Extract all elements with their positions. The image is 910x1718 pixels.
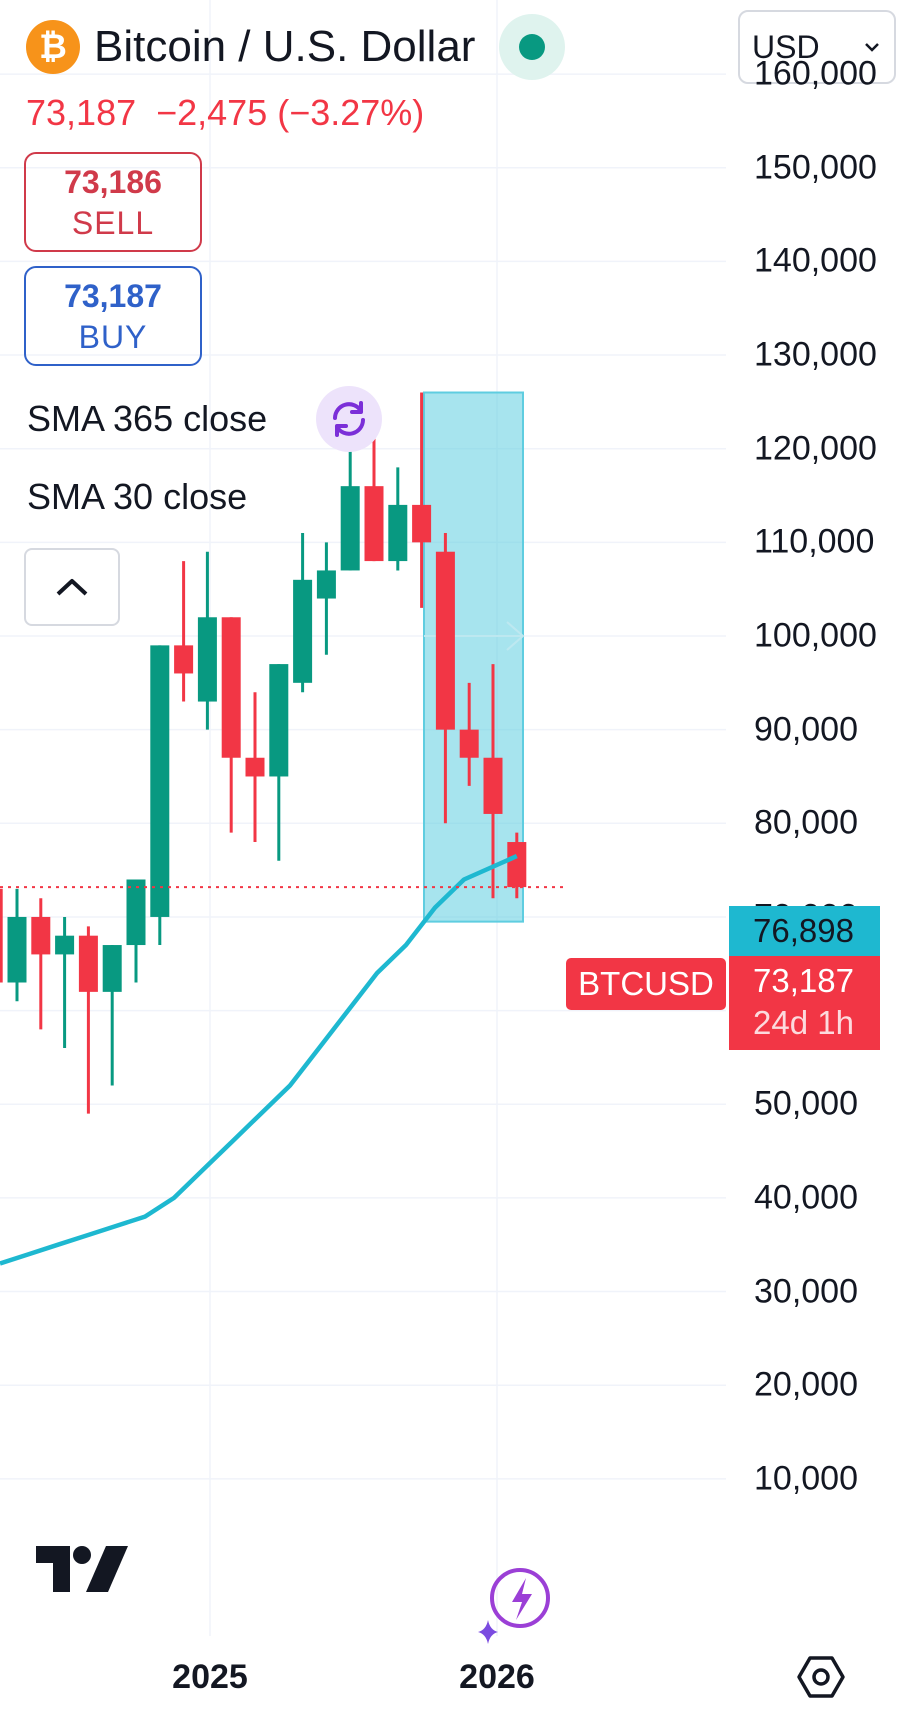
price-change-line: 73,187 −2,475 (−3.27%) [26,92,444,134]
market-status[interactable] [499,14,566,80]
settings-hexagon-icon[interactable] [796,1652,846,1702]
lightning-sparkle-icon[interactable] [474,1560,558,1644]
candle-body [364,486,384,562]
candle-body [293,579,313,683]
indicator-sma-30[interactable]: SMA 30 close [27,476,248,517]
candle-body [102,945,122,992]
y-tick-label: 130,000 [754,335,877,374]
candle-body [174,645,194,674]
symbol-title[interactable]: Bitcoin / U.S. Dollar [94,22,476,71]
candle-body [507,842,527,888]
candle-body [55,935,75,955]
y-tick-label: 10,000 [754,1459,858,1498]
sma-value-tag: 76,898 [729,906,880,956]
candle-body [221,617,241,758]
y-tick-label: 160,000 [754,54,877,93]
refresh-button[interactable] [316,386,382,452]
candle-body [197,617,217,702]
candle-body [126,879,146,946]
y-tick-label: 150,000 [754,148,877,187]
sell-label: SELL [71,205,155,241]
candle-body [435,551,455,730]
buy-price: 73,187 [64,278,162,314]
candle-body [7,916,27,983]
collapse-legend-button[interactable] [24,548,120,626]
chevron-down-icon [865,43,879,52]
x-tick-2025: 2025 [172,1658,248,1696]
candle-body [388,504,408,562]
sma-line [0,854,518,1266]
candle-body [269,664,289,777]
y-tick-label: 100,000 [754,616,877,655]
buy-label: BUY [78,319,148,355]
y-tick-label: 120,000 [754,429,877,468]
candle-body [31,916,51,955]
highlight-range [423,391,524,923]
y-tick-label: 80,000 [754,803,858,842]
candle-body [0,888,3,983]
symbol-price-label: BTCUSD [566,958,726,1010]
indicator-sma-365[interactable]: SMA 365 close [27,398,268,439]
candle-body [150,645,170,917]
status-dot-icon [519,34,546,60]
bitcoin-logo-icon: ₿ [26,20,80,74]
tradingview-logo-icon[interactable] [36,1546,128,1592]
current-price-value: 73,187 [753,962,854,999]
buy-button[interactable]: 73,187 BUY [24,266,202,366]
currency-value: USD [752,28,820,65]
x-tick-2026: 2026 [459,1658,535,1696]
chevron-up-icon [56,579,88,596]
y-tick-label: 110,000 [754,522,875,561]
candle-body [459,729,479,758]
symbol-header: ₿ Bitcoin / U.S. Dollar [26,14,566,80]
current-price-tag: 73,187 24d 1h [729,956,880,1050]
candle-body [78,935,98,992]
sell-price: 73,186 [64,164,162,200]
y-tick-label: 50,000 [754,1084,858,1123]
y-tick-label: 20,000 [754,1365,858,1404]
candle-body [316,570,336,599]
currency-select[interactable]: USD [738,10,896,84]
y-tick-label: 90,000 [754,710,858,749]
candle-body [412,504,432,543]
last-price: 73,187 [26,92,137,133]
y-tick-label: 40,000 [754,1178,858,1217]
bar-countdown: 24d 1h [753,1004,854,1041]
sell-button[interactable]: 73,186 SELL [24,152,202,252]
refresh-icon [333,401,365,437]
candle-body [245,757,265,777]
candle-body [340,486,360,571]
candle-body [483,757,503,814]
price-change: −2,475 (−3.27%) [156,92,425,133]
y-tick-label: 140,000 [754,241,877,280]
y-tick-label: 30,000 [754,1272,858,1311]
